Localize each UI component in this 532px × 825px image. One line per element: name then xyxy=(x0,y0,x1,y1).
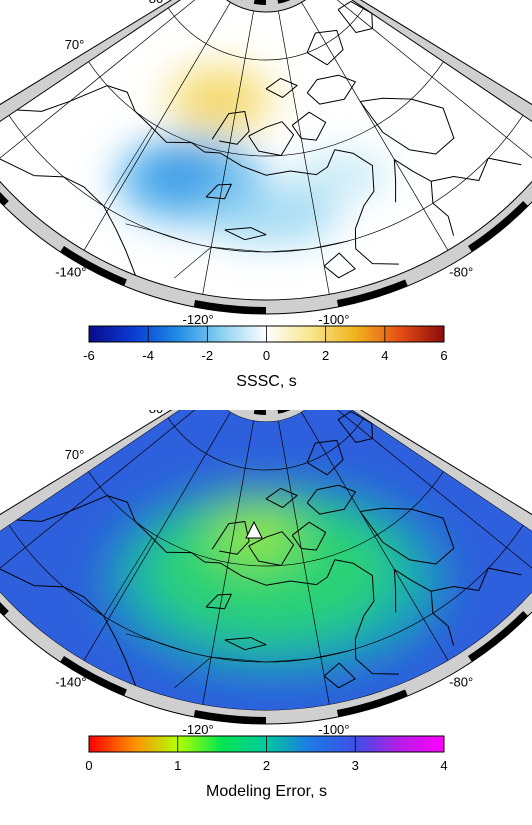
colorbar-tick-label: 2 xyxy=(322,348,329,363)
colorbar-tick-label: 4 xyxy=(381,348,388,363)
colorbar-tick-label: 2 xyxy=(263,758,270,773)
colorbar-tick-label: 0 xyxy=(263,348,270,363)
colorbar-tick-label: -2 xyxy=(202,348,214,363)
colorbar-tick-label: 6 xyxy=(440,348,447,363)
colorbar-tick-label: 3 xyxy=(352,758,359,773)
sssc-map: -160°-140°-120°-100°-80°-60°60°70°80° -6… xyxy=(0,0,532,410)
longitude-label: -100° xyxy=(318,722,349,737)
latitude-label: 80° xyxy=(149,410,169,416)
colorbar-tick-label: 1 xyxy=(174,758,181,773)
colorbar-tick-label: 4 xyxy=(440,758,447,773)
longitude-label: -120° xyxy=(183,312,214,327)
longitude-label: -140° xyxy=(55,265,86,280)
longitude-label: -140° xyxy=(55,675,86,690)
colorbar-title: SSSC, s xyxy=(236,373,296,390)
modeling-error-map-panel: -160°-140°-120°-100°-80°-60°60°70°80° 01… xyxy=(0,410,532,820)
modeling-error-map: -160°-140°-120°-100°-80°-60°60°70°80° 01… xyxy=(0,410,532,820)
longitude-label: -80° xyxy=(449,675,473,690)
longitude-label: -80° xyxy=(449,265,473,280)
longitude-label: -120° xyxy=(183,722,214,737)
colorbar-tick-label: 0 xyxy=(85,758,92,773)
latitude-label: 70° xyxy=(65,37,85,52)
longitude-label: -100° xyxy=(318,312,349,327)
sssc-colorbar: -6 -4 -2 0 2 4 6 SSSC, s xyxy=(83,326,447,390)
colorbar-tick-label: -4 xyxy=(142,348,154,363)
colorbar-tick-label: -6 xyxy=(83,348,95,363)
negative-anomaly-core xyxy=(140,150,220,200)
latitude-label: 80° xyxy=(149,0,169,6)
sssc-map-panel: -160°-140°-120°-100°-80°-60°60°70°80° -6… xyxy=(0,0,532,410)
latitude-label: 70° xyxy=(65,447,85,462)
modeling-error-colorbar: 0 1 2 3 4 Modeling Error, s xyxy=(85,736,447,800)
colorbar-title: Modeling Error, s xyxy=(206,783,327,800)
